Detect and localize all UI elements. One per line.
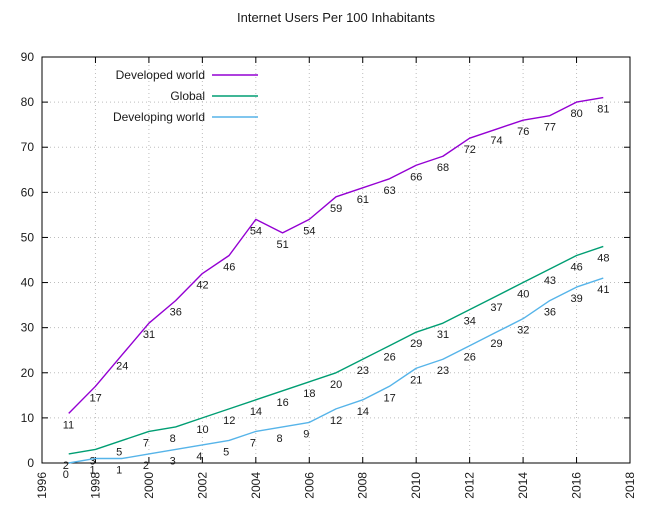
series-line-0: [68, 96, 604, 414]
point-label: 21: [410, 374, 422, 386]
point-label: 74: [490, 135, 502, 147]
point-label: 39: [571, 293, 583, 305]
point-label: 20: [330, 379, 342, 391]
chart-title: Internet Users Per 100 Inhabitants: [237, 10, 436, 25]
point-label: 24: [116, 361, 128, 373]
x-tick-label: 2000: [142, 472, 156, 499]
point-label: 66: [410, 171, 422, 183]
point-label: 32: [517, 325, 529, 337]
point-label: 17: [383, 392, 395, 404]
legend-label-1: Global: [170, 89, 205, 103]
point-label: 26: [383, 352, 395, 364]
x-tick-label: 1996: [35, 472, 49, 499]
y-tick-label: 90: [21, 50, 35, 64]
point-label: 4: [196, 451, 202, 463]
point-label: 7: [250, 437, 256, 449]
point-label: 2: [63, 460, 69, 472]
point-label: 5: [223, 446, 229, 458]
x-tick-label: 2016: [570, 472, 584, 499]
point-label: 3: [170, 455, 176, 467]
point-label: 8: [277, 433, 283, 445]
x-tick-label: 2014: [516, 472, 530, 499]
plot-border: [41, 56, 631, 464]
point-label: 48: [597, 252, 609, 264]
y-tick-label: 40: [21, 276, 35, 290]
point-label: 14: [357, 406, 369, 418]
point-label: 76: [517, 126, 529, 138]
point-label: 43: [544, 275, 556, 287]
point-label: 81: [597, 104, 609, 116]
point-label: 23: [357, 365, 369, 377]
point-label: 40: [517, 289, 529, 301]
y-tick-label: 70: [21, 140, 35, 154]
series-line-1: [68, 245, 604, 455]
x-tick-label: 2012: [463, 472, 477, 499]
point-label: 54: [250, 225, 262, 237]
point-label: 31: [437, 329, 449, 341]
point-label: 77: [544, 122, 556, 134]
legend-label-0: Developed world: [116, 68, 205, 82]
point-label: 12: [223, 415, 235, 427]
y-tick-label: 0: [27, 456, 34, 470]
point-label: 10: [196, 424, 208, 436]
point-label: 7: [143, 437, 149, 449]
point-label: 2: [143, 460, 149, 472]
point-label: 3: [89, 455, 95, 467]
y-tick-label: 10: [21, 411, 35, 425]
point-label: 31: [143, 329, 155, 341]
point-label: 61: [357, 194, 369, 206]
point-label: 37: [490, 302, 502, 314]
point-label: 16: [277, 397, 289, 409]
point-label: 41: [597, 284, 609, 296]
y-tick-label: 20: [21, 366, 35, 380]
point-label: 80: [571, 108, 583, 120]
point-label: 54: [303, 225, 315, 237]
point-label: 36: [544, 307, 556, 319]
series-line-2: [68, 277, 604, 464]
point-label: 1: [116, 464, 122, 476]
point-label: 29: [410, 338, 422, 350]
x-tick-label: 1998: [88, 472, 102, 499]
point-label: 42: [196, 280, 208, 292]
point-label: 46: [571, 261, 583, 273]
y-tick-label: 50: [21, 230, 35, 244]
x-tick-label: 2010: [409, 472, 423, 499]
point-label: 26: [464, 352, 476, 364]
point-label: 68: [437, 162, 449, 174]
point-label: 8: [170, 433, 176, 445]
x-tick-label: 2006: [302, 472, 316, 499]
x-tick-label: 2004: [249, 472, 263, 499]
point-label: 9: [303, 428, 309, 440]
point-label: 34: [464, 316, 476, 328]
point-label: 1: [89, 464, 95, 476]
x-tick-label: 2018: [623, 472, 637, 499]
legend-label-2: Developing world: [113, 110, 205, 124]
x-tick-label: 2008: [356, 472, 370, 499]
point-label: 36: [170, 307, 182, 319]
point-label: 51: [277, 239, 289, 251]
point-label: 18: [303, 388, 315, 400]
point-label: 63: [383, 185, 395, 197]
point-label: 29: [490, 338, 502, 350]
x-tick-label: 2002: [195, 472, 209, 499]
point-label: 59: [330, 203, 342, 215]
point-label: 11: [63, 419, 74, 431]
y-tick-label: 60: [21, 185, 35, 199]
point-label: 23: [437, 365, 449, 377]
point-label: 14: [250, 406, 262, 418]
y-tick-label: 30: [21, 321, 35, 335]
y-tick-label: 80: [21, 95, 35, 109]
point-label: 12: [330, 415, 342, 427]
point-label: 46: [223, 261, 235, 273]
point-label: 17: [89, 392, 101, 404]
point-label: 0: [63, 469, 69, 481]
point-label: 72: [464, 144, 476, 156]
point-label: 5: [116, 446, 122, 458]
